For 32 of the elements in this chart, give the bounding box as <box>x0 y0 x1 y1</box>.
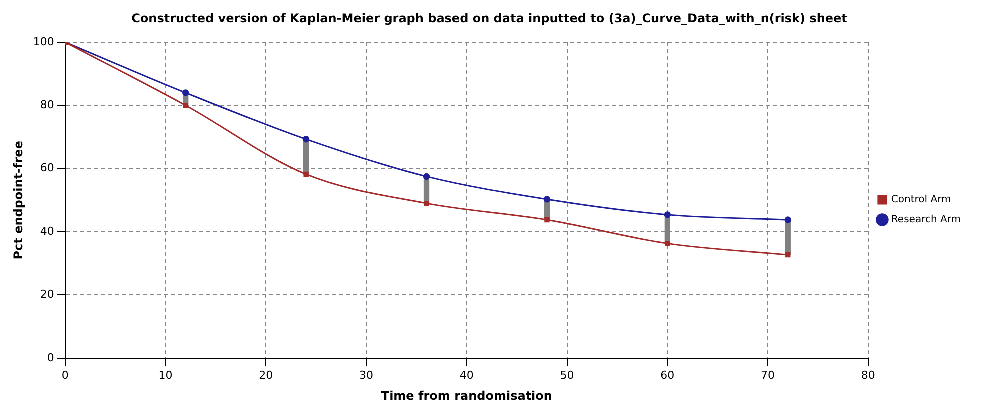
x-tick-label: 50 <box>560 368 574 382</box>
point <box>424 200 430 206</box>
point <box>302 136 310 143</box>
y-tick-label: 100 <box>33 35 54 48</box>
point <box>182 90 190 96</box>
point <box>664 212 672 218</box>
y-axis-title: Pct endpoint-free <box>11 141 26 260</box>
legend-label: Control Arm <box>891 194 952 206</box>
x-tick-label: 20 <box>259 368 274 382</box>
point <box>665 241 670 246</box>
x-tick-label: 40 <box>460 368 474 382</box>
y-tick-label: 80 <box>40 98 54 112</box>
x-axis-title: Time from randomisation <box>381 388 552 403</box>
y-tick-label: 60 <box>40 162 54 175</box>
x-tick-label: 10 <box>158 368 173 382</box>
point <box>544 196 551 203</box>
x-tick-label: 70 <box>761 368 776 382</box>
point <box>304 172 309 178</box>
point <box>423 173 430 180</box>
point <box>183 103 188 108</box>
y-tick-label: 0 <box>47 351 54 364</box>
y-tick-label: 20 <box>40 288 54 302</box>
x-tick-label: 60 <box>660 368 675 382</box>
y-tick-label: 40 <box>40 224 54 238</box>
x-tick-label: 80 <box>861 368 876 382</box>
x-tick-label: 0 <box>62 368 69 382</box>
x-tick-label: 30 <box>360 368 374 382</box>
point <box>786 252 791 258</box>
legend-label: Research Arm <box>891 214 962 226</box>
chart-title: Constructed version of Kaplan-Meier graph based on data inputted to (3a)_Curve_Data_with_n(risk) sheet <box>132 11 848 26</box>
point <box>544 217 550 223</box>
point <box>784 216 792 224</box>
